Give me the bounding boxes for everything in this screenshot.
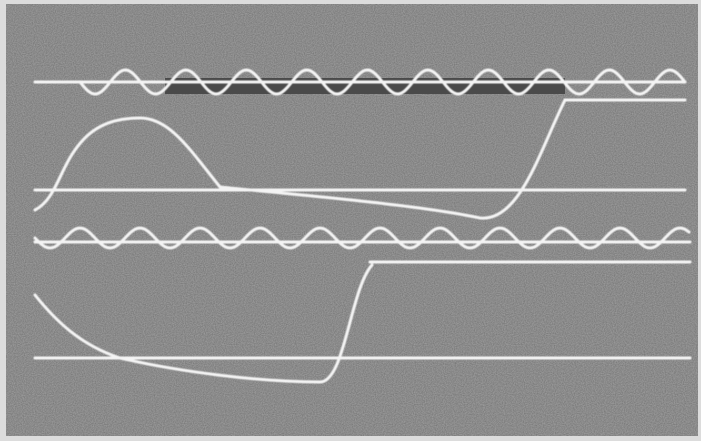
page: {} (() => { const g = document.getElemen… xyxy=(0,0,701,441)
oscilloscope-photo xyxy=(0,0,701,441)
screen-grain xyxy=(6,4,698,436)
